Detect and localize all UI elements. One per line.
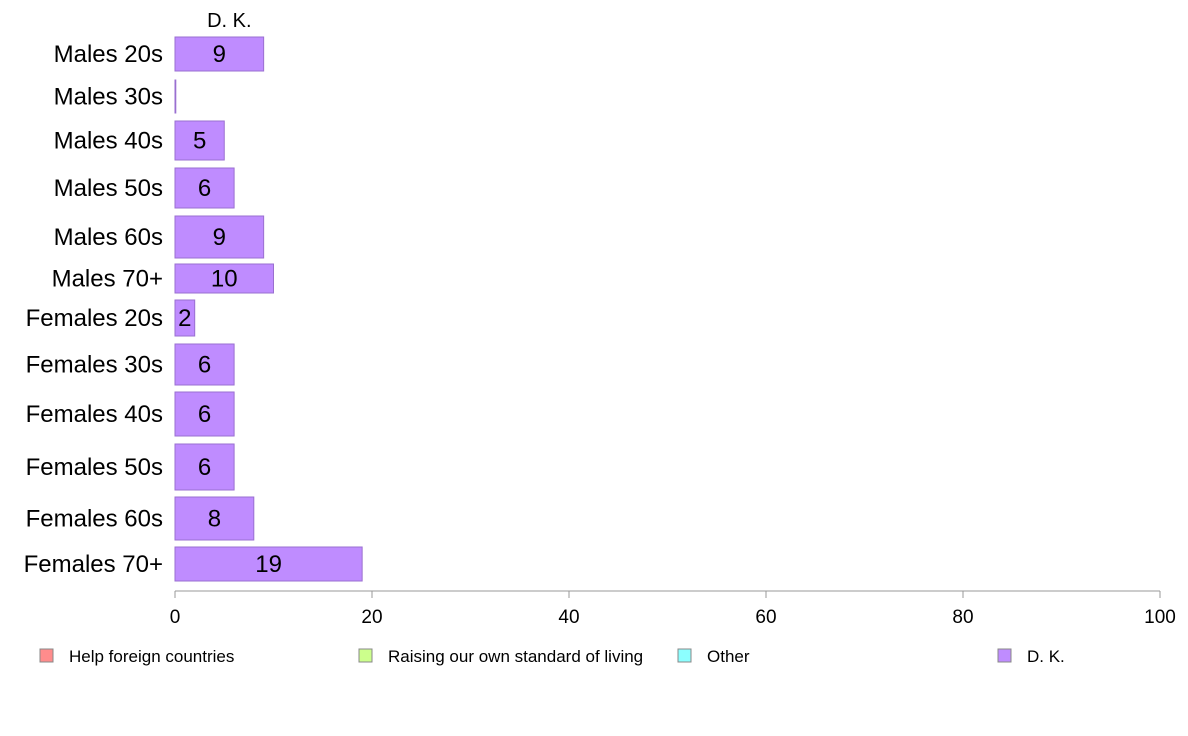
category-label: Females 70+ (24, 551, 163, 578)
bar-value-label: 6 (198, 454, 211, 481)
bar-value-label: 6 (198, 175, 211, 202)
legend-swatch (677, 648, 692, 663)
category-label: Females 20s (26, 305, 163, 332)
bar-males-70- (174, 263, 274, 294)
x-tick-label: 0 (170, 607, 181, 628)
bar-value-label: 9 (213, 41, 226, 68)
bar-males-60s (174, 215, 265, 259)
category-labels: Males 20s Males 30s Males 40s Males 50s Male… (24, 41, 163, 578)
bar-value-label: 2 (178, 305, 191, 332)
category-label: Females 60s (26, 506, 163, 533)
bar-value-label: 10 (211, 266, 238, 293)
bar-males-20s (174, 36, 265, 72)
category-label: Females 50s (26, 454, 163, 481)
category-label: Males 70+ (52, 266, 163, 293)
x-axis: 0 20 40 60 80 100 (170, 590, 1176, 628)
series-title: D. K. (207, 10, 251, 32)
bar-males-40s (174, 120, 225, 161)
category-label: Males 30s (54, 84, 163, 111)
bar-males-30s (174, 79, 177, 114)
x-tick-label: 20 (361, 607, 382, 628)
x-tick-label: 100 (1144, 607, 1176, 628)
bar-females-70- (174, 546, 363, 582)
bar-value-label: 19 (255, 551, 282, 578)
bar-males-50s (174, 167, 235, 209)
category-label: Males 20s (54, 41, 163, 68)
bar-value-label: 5 (193, 128, 206, 155)
legend-label: Help foreign countries (69, 647, 234, 666)
legend-swatch (997, 648, 1012, 663)
legend-label: Other (707, 647, 750, 666)
bar-females-20s (174, 299, 196, 337)
category-label: Males 60s (54, 224, 163, 251)
x-tick-label: 40 (558, 607, 579, 628)
legend-label: Raising our own standard of living (388, 647, 643, 666)
bar-females-30s (174, 343, 235, 386)
bar-females-60s (174, 496, 255, 541)
x-tick-label: 60 (755, 607, 776, 628)
category-label: Females 30s (26, 352, 163, 379)
legend-swatch (39, 648, 54, 663)
category-label: Males 50s (54, 175, 163, 202)
bar-value-label: 9 (213, 224, 226, 251)
bar-value-label: 8 (208, 506, 221, 533)
bar-females-50s (174, 443, 235, 491)
bar-females-40s (174, 391, 235, 437)
category-label: Males 40s (54, 128, 163, 155)
legend-label: D. K. (1027, 647, 1065, 666)
bar-value-label: 6 (198, 401, 211, 428)
legend: Help foreign countries Raising our own st… (39, 647, 1065, 666)
x-tick-label: 80 (952, 607, 973, 628)
bar-value-label: 6 (198, 352, 211, 379)
category-label: Females 40s (26, 401, 163, 428)
legend-swatch (358, 648, 373, 663)
